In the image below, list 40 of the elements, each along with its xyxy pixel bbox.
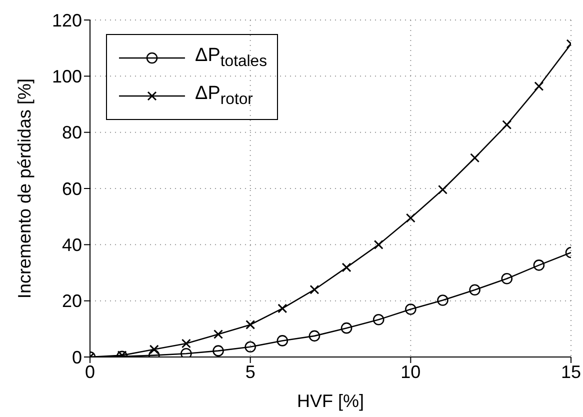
point xyxy=(214,330,224,340)
point xyxy=(278,304,288,314)
y-tick-label: 20 xyxy=(62,291,82,312)
y-axis-title: Incremento de pérdidas [%] xyxy=(14,78,34,299)
point xyxy=(310,284,320,294)
legend-label: ΔP$_{totales}$ xyxy=(195,45,268,71)
point xyxy=(438,184,448,194)
point xyxy=(308,330,320,342)
point xyxy=(181,338,191,348)
point xyxy=(502,120,512,130)
point xyxy=(533,260,545,271)
point xyxy=(276,335,288,346)
y-tick-label: 80 xyxy=(62,122,82,143)
y-tick-label: 40 xyxy=(62,235,82,256)
x-tick-label: 0 xyxy=(84,362,96,382)
x-tick-label: 5 xyxy=(245,362,256,382)
point xyxy=(470,153,480,163)
point xyxy=(405,304,416,315)
point xyxy=(406,213,416,223)
point xyxy=(469,284,480,296)
x-tick-label: 10 xyxy=(400,362,421,382)
point xyxy=(244,341,256,353)
x-axis-title: HVF [%] xyxy=(296,391,364,411)
x-tick-label: 15 xyxy=(560,362,582,382)
point xyxy=(501,272,513,284)
y-tick-label: 60 xyxy=(62,178,82,199)
point xyxy=(534,82,544,92)
point xyxy=(437,294,448,306)
point xyxy=(372,314,384,326)
point xyxy=(340,322,352,334)
y-tick-label: 120 xyxy=(52,10,82,30)
point xyxy=(212,345,224,356)
point xyxy=(374,240,384,250)
point xyxy=(180,348,192,357)
point xyxy=(246,320,256,330)
point xyxy=(149,344,159,354)
y-tick-label: 0 xyxy=(72,347,82,368)
legend-label: ΔP$_{rotor}$ xyxy=(195,83,253,109)
y-tick-label: 100 xyxy=(52,66,82,87)
point xyxy=(342,262,352,272)
